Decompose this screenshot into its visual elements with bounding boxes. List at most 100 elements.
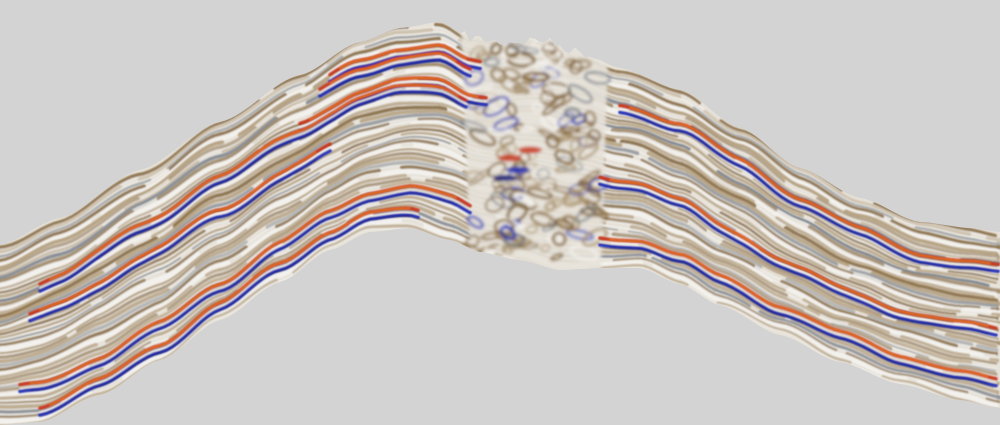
- reflector-band: [0, 143, 254, 288]
- reflector-band: [340, 135, 452, 163]
- reflector-band: [229, 168, 311, 223]
- reflector-band: [896, 319, 1000, 346]
- reflector-band: [221, 54, 435, 153]
- reflector-band: [312, 72, 484, 116]
- chaotic-blob: [504, 44, 520, 59]
- reflector-band: [774, 216, 996, 300]
- reflector-gap: [299, 81, 487, 129]
- chaotic-blob: [554, 164, 578, 173]
- reflector-band: [737, 190, 999, 296]
- positive-reflector-core: [39, 151, 317, 311]
- reflector-band: [262, 113, 478, 182]
- negative-reflector-core: [609, 186, 989, 335]
- chaotic-accent: [518, 146, 542, 154]
- reflector-band: [611, 232, 893, 352]
- reflector-band: [150, 133, 324, 239]
- reflector-band: [866, 315, 974, 347]
- chaotic-blob: [512, 191, 539, 206]
- chaotic-blob: [544, 200, 557, 212]
- reflector-band: [168, 125, 258, 182]
- positive-reflector-core: [49, 207, 411, 406]
- reflector-band: [0, 178, 152, 258]
- reflector-band: [588, 206, 774, 283]
- reflector-band: [0, 220, 92, 267]
- reflector-band: [271, 190, 361, 245]
- chaotic-blob: [536, 167, 551, 180]
- chaotic-blob: [538, 44, 562, 58]
- reflector-band: [719, 211, 957, 317]
- reflector-band: [172, 105, 448, 229]
- reflector-band: [191, 171, 321, 250]
- reflector-band: [0, 251, 201, 352]
- chaotic-blob: [555, 156, 584, 172]
- reflector-band: [682, 240, 788, 298]
- reflector-band: [0, 140, 225, 271]
- reflector-band: [0, 225, 104, 277]
- reflector-band: [985, 236, 1000, 243]
- reflector-band: [240, 178, 360, 257]
- reflector-band: [137, 75, 311, 182]
- reflector-band: [807, 304, 997, 366]
- chaotic-blob: [514, 46, 540, 54]
- reflector-band: [0, 341, 152, 404]
- chaotic-blob: [519, 125, 534, 133]
- positive-reflector-core: [339, 44, 467, 69]
- chaotic-accent: [506, 166, 530, 174]
- chaotic-blob: [507, 42, 527, 53]
- reflector-band: [156, 72, 384, 201]
- reflector-band: [0, 229, 206, 337]
- chaotic-blob: [540, 114, 560, 131]
- reflector-band: [175, 219, 347, 332]
- reflector-band: [815, 196, 1000, 260]
- reflector-band: [0, 184, 147, 263]
- reflector-band: [0, 116, 279, 281]
- reflector-band: [845, 351, 969, 394]
- reflector-band: [660, 257, 786, 320]
- positive-reflector-core: [329, 52, 457, 84]
- reflector-band: [650, 222, 786, 293]
- reflector-band: [900, 228, 1000, 253]
- reflector-band: [702, 109, 972, 237]
- reflector-band: [760, 227, 944, 309]
- chaotic-blob: [574, 205, 597, 224]
- reflector-band: [970, 346, 998, 356]
- reflector-band: [76, 200, 302, 333]
- positive-reflector-core: [629, 107, 991, 264]
- reflector-band: [646, 151, 850, 269]
- negative-reflector-core: [39, 159, 317, 319]
- chaotic-blob: [581, 227, 608, 247]
- chaotic-blob: [585, 134, 598, 149]
- reflector-band: [122, 218, 402, 380]
- chaotic-blob: [551, 231, 567, 247]
- reflector-band: [989, 357, 999, 363]
- chaotic-blob: [524, 224, 539, 235]
- reflector-band: [784, 277, 856, 315]
- reflector-band: [752, 177, 930, 268]
- negative-reflector: [18, 190, 472, 394]
- reflector-band: [716, 301, 852, 365]
- reflector-band: [787, 287, 985, 357]
- negative-reflector-core: [49, 215, 411, 414]
- reflector-band: [165, 138, 439, 274]
- chaotic-blob: [489, 67, 507, 83]
- reflector-band: [610, 128, 778, 213]
- reflector-band: [400, 131, 476, 153]
- reflector-band: [848, 276, 962, 315]
- reflector-band: [0, 400, 62, 415]
- reflector-band: [870, 271, 1000, 307]
- reflector-gap: [29, 147, 331, 319]
- reflector-band: [599, 79, 759, 153]
- negative-reflector: [28, 149, 332, 323]
- reflector-band: [619, 139, 757, 209]
- chaotic-blob: [466, 215, 485, 230]
- chaotic-accent: [493, 174, 517, 182]
- reflector-band: [364, 32, 476, 51]
- chaotic-blob: [531, 210, 552, 227]
- reflector-gap: [319, 56, 471, 94]
- reflector-gap: [19, 188, 471, 390]
- chaotic-blob: [505, 102, 518, 117]
- reflector-gap: [329, 48, 481, 80]
- reflector-band: [692, 106, 894, 220]
